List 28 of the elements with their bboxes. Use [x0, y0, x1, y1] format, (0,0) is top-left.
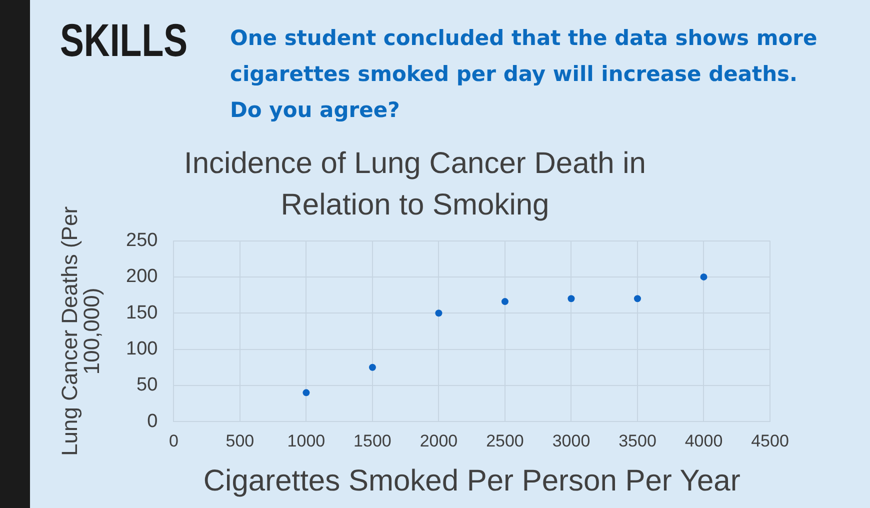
chart-title: Incidence of Lung Cancer Death in Relation to Smoking	[184, 146, 646, 222]
y-tick-label: 100	[126, 338, 158, 360]
y-tick-label: 0	[147, 410, 158, 432]
point	[634, 295, 641, 302]
x-tick-label: 500	[226, 431, 254, 450]
x-tick-label: 3000	[552, 431, 590, 450]
y-tick-label: 50	[136, 374, 158, 396]
y-tick-label: 250	[126, 230, 158, 252]
x-tick-label: 2500	[486, 431, 524, 450]
y-axis-title: Lung Cancer Deaths (Per 100,000)	[57, 206, 104, 456]
x-tick-label: 2000	[420, 431, 458, 450]
text: One student concluded that the data shows more cigarettes smoked per day will increase deaths. Do you agree?	[230, 25, 818, 124]
point	[435, 310, 442, 317]
y-tick-label: 150	[126, 302, 158, 324]
x-tick-label: 3500	[618, 431, 656, 450]
x-tick-label: 1500	[354, 431, 392, 450]
x-tick-label: 4000	[684, 431, 723, 450]
point	[700, 273, 708, 280]
x-tick-label: 4500	[751, 431, 789, 450]
point	[501, 298, 508, 306]
point	[568, 295, 575, 302]
point	[368, 364, 376, 371]
x-tick-label: 0	[168, 431, 178, 450]
x-tick-label: 1000	[287, 431, 326, 450]
x-axis-title: Cigarettes Smoked Per Person Per Year	[203, 464, 740, 498]
point	[302, 389, 310, 396]
y-tick-label: 200	[126, 266, 158, 288]
text: SKILLS	[60, 14, 188, 66]
